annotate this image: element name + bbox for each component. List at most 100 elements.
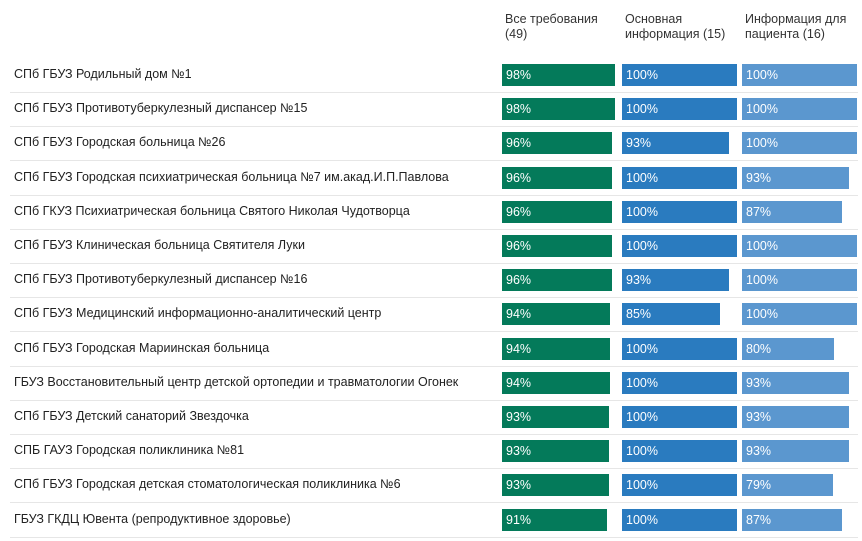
data-label: 100% — [746, 307, 778, 322]
data-label: 100% — [626, 68, 658, 82]
data-label: 100% — [746, 102, 778, 117]
data-label: 96% — [506, 204, 532, 219]
bar — [742, 508, 843, 531]
bar — [502, 508, 607, 531]
category-label: ГБУЗ Восстановительный центр детской орт… — [14, 374, 459, 389]
data-label: 94% — [506, 341, 532, 356]
bar — [622, 371, 737, 394]
data-label: 96% — [506, 136, 532, 151]
data-label: 100% — [746, 136, 778, 151]
bar — [502, 200, 613, 223]
table-row: СПб ГБУЗ Родильный дом №1 98% 100% 100% — [10, 59, 858, 93]
category-label: СПб ГБУЗ Родильный дом №1 — [14, 67, 192, 81]
bar — [742, 371, 849, 394]
data-label: 100% — [746, 239, 778, 253]
table-row: СПб ГБУЗ Городская психиатрическая больн… — [10, 162, 858, 196]
header-patient-info: Информация для пациента (16) — [745, 12, 847, 41]
table-row: СПб ГБУЗ Городская детская стоматологиче… — [10, 469, 858, 504]
bar — [622, 406, 737, 428]
data-label: 93% — [506, 410, 532, 424]
bar — [742, 200, 843, 223]
data-label: 96% — [506, 273, 532, 288]
bar — [622, 269, 729, 292]
data-label: 100% — [746, 273, 778, 288]
data-label: 100% — [626, 102, 658, 117]
header-all-requirements: Все требования (49) — [505, 12, 598, 41]
data-label: 94% — [506, 307, 532, 322]
bar — [742, 406, 849, 428]
bar — [502, 371, 611, 394]
header-basic-info: Основная информация (15) — [625, 12, 726, 41]
data-label: 93% — [506, 478, 532, 493]
data-label: 93% — [746, 375, 772, 390]
data-label: 100% — [626, 375, 658, 390]
table-row: СПб ГБУЗ Городская Мариинская больница 94… — [10, 333, 858, 367]
data-label: 93% — [626, 273, 652, 288]
category-label: СПб ГБУЗ Городская больница №26 — [14, 135, 226, 150]
bar — [742, 64, 857, 86]
data-label: 100% — [626, 410, 658, 424]
bar — [502, 406, 609, 428]
category-label: СПб ГБУЗ Противотуберкулезный диспансер … — [14, 101, 308, 116]
bar — [742, 235, 857, 257]
bar — [622, 337, 737, 360]
data-label: 79% — [746, 478, 772, 493]
category-label: СПб ГБУЗ Городская Мариинская больница — [14, 340, 270, 355]
data-label: 85% — [626, 307, 652, 322]
bar — [502, 166, 613, 189]
bar — [622, 200, 737, 223]
data-label: 93% — [626, 136, 652, 151]
data-label: 98% — [506, 102, 532, 117]
data-label: 100% — [626, 204, 658, 219]
bar — [622, 440, 737, 463]
data-label: 100% — [626, 341, 658, 356]
bar — [742, 474, 833, 497]
bar — [502, 98, 615, 121]
table-row: ГБУЗ Восстановительный центр детской орт… — [10, 367, 858, 401]
bar — [622, 132, 729, 155]
data-label: 91% — [506, 512, 532, 527]
bar — [502, 440, 609, 463]
data-label: 96% — [506, 239, 532, 253]
bar — [502, 474, 609, 497]
data-label: 96% — [506, 170, 532, 185]
category-label: ГБУЗ ГКДЦ Ювента (репродуктивное здоровь… — [14, 511, 291, 526]
bar — [742, 337, 834, 360]
data-label: 100% — [626, 478, 658, 493]
bar — [622, 235, 737, 257]
data-label: 93% — [746, 410, 772, 424]
bar — [622, 474, 737, 497]
bar — [742, 98, 857, 121]
category-label: СПб ГКУЗ Психиатрическая больница Святог… — [14, 203, 410, 218]
data-label: 87% — [746, 512, 772, 527]
bar — [742, 440, 849, 463]
bar — [742, 269, 857, 292]
table-row: СПб ГБУЗ Противотуберкулезный диспансер … — [10, 93, 858, 128]
table-row: СПб ГБУЗ Городская больница №26 96% 93% 100… — [10, 127, 858, 162]
data-label: 87% — [746, 204, 772, 219]
data-label: 100% — [626, 444, 658, 459]
category-label: СПб ГБУЗ Детский санаторий Звездочка — [14, 409, 249, 423]
category-label: СПб ГБУЗ Клиническая больница Святителя … — [14, 238, 305, 252]
bar — [742, 166, 849, 189]
category-label: СПб ГБУЗ Противотуберкулезный диспансер … — [14, 272, 308, 287]
category-label: СПб ГБУЗ Городская психиатрическая больн… — [14, 169, 449, 184]
data-label: 80% — [746, 341, 772, 356]
table-row: СПБ ГАУЗ Городская поликлиника №81 93% 100… — [10, 435, 858, 470]
table-row: СПб ГКУЗ Психиатрическая больница Святог… — [10, 196, 858, 230]
data-label: 93% — [746, 444, 772, 459]
data-label: 100% — [626, 512, 658, 527]
category-label: СПб ГБУЗ Городская детская стоматологиче… — [14, 477, 401, 492]
bar — [502, 303, 611, 326]
bar — [502, 64, 615, 86]
data-label: 93% — [506, 444, 532, 459]
bar — [502, 269, 613, 292]
table-row: СПб ГБУЗ Клиническая больница Святителя … — [10, 230, 858, 264]
bar — [502, 337, 611, 360]
data-label: 100% — [626, 239, 658, 253]
bar — [622, 64, 737, 86]
data-label: 100% — [746, 68, 778, 82]
category-label: СПБ ГАУЗ Городская поликлиника №81 — [14, 443, 245, 458]
bar — [502, 235, 613, 257]
bar — [742, 303, 857, 326]
